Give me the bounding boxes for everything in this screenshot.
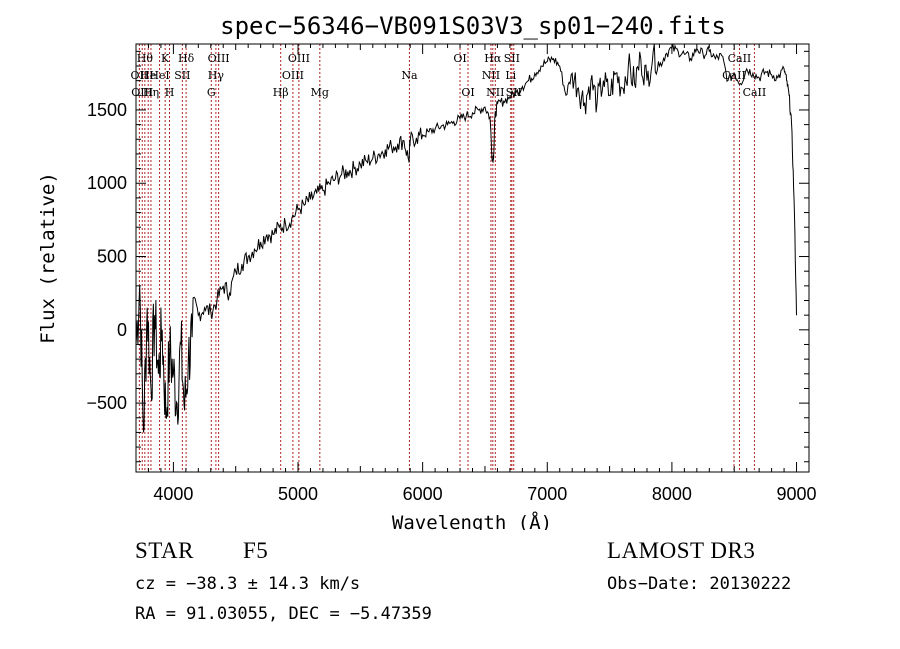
class-label: STAR [135, 538, 194, 563]
spectrum-chart: spec−56346−VB091S03V3_sp01−240.fits OII O… [37, 12, 817, 530]
y-axis-label: Flux (relative) [37, 172, 59, 344]
emission-line-label: SII [504, 52, 520, 65]
emission-line-label: Hγ [208, 69, 225, 82]
x-tick-label: 9000 [777, 484, 817, 504]
emission-line-label: OIII [282, 69, 304, 82]
object-subclass: F5 [243, 538, 268, 564]
emission-line-label: NII [486, 86, 504, 99]
redshift-cz: cz = −38.3 ± 14.3 km/s [135, 574, 360, 594]
emission-line-label: OII [131, 69, 149, 82]
obs-date-label: Obs−Date: 20130222 [607, 574, 792, 594]
x-tick-label: 7000 [527, 484, 567, 504]
y-axis: −500 0 500 1000 1500 [86, 50, 809, 463]
spectrum-flux-line [135, 43, 797, 433]
x-axis-label: Wavelength (Å) [392, 511, 552, 530]
emission-line-label: Hθ [137, 52, 154, 65]
chart-title: spec−56346−VB091S03V3_sp01−240.fits [220, 12, 726, 40]
emission-line-markers [138, 44, 755, 472]
x-tick-label: 6000 [403, 484, 443, 504]
emission-line-label: H [165, 86, 175, 99]
y-tick-label: −500 [86, 393, 127, 413]
emission-line-label: CaII [743, 86, 767, 99]
y-tick-label: 0 [117, 320, 127, 340]
obs-date: Obs−Date: 20130222 [607, 574, 791, 594]
survey-label: LAMOST DR3 [607, 538, 756, 563]
emission-line-label: G [207, 86, 216, 99]
emission-line-label: K [161, 52, 170, 65]
x-axis: 4000 5000 6000 7000 8000 9000 [147, 44, 817, 504]
emission-line-label: NII [482, 69, 500, 82]
subclass-label: F5 [243, 538, 269, 563]
survey-name: LAMOST DR3 [607, 538, 755, 564]
emission-line-label: OIII [208, 52, 230, 65]
emission-line-label: Mg [311, 86, 329, 99]
emission-line-label: Li [505, 69, 516, 82]
emission-line-label: CaII [728, 52, 752, 65]
emission-line-label: He [140, 69, 156, 82]
emission-line-label: Hβ [273, 86, 289, 99]
emission-line-labels: OIIOIIIHθHeHηHeIKHSIIHδGHγOIIIHβOIIIOIII… [131, 52, 767, 99]
emission-line-label: SII [506, 86, 522, 99]
y-tick-label: 1500 [87, 100, 127, 120]
ra-dec: RA = 91.03055, DEC = −5.47359 [135, 604, 432, 624]
emission-line-label: HeI [149, 69, 169, 82]
x-tick-label: 5000 [278, 484, 318, 504]
emission-line-label: Hη [143, 86, 159, 99]
emission-line-label: Na [401, 69, 418, 82]
y-tick-label: 1000 [87, 173, 127, 193]
x-tick-label: 4000 [153, 484, 193, 504]
emission-line-label: SII [174, 69, 190, 82]
emission-line-label: OI [453, 52, 466, 65]
emission-line-label: Hα [484, 52, 502, 65]
emission-line-label: OIII [288, 52, 310, 65]
plot-frame [135, 43, 810, 473]
emission-line-label: OI [461, 86, 474, 99]
y-tick-label: 500 [97, 247, 127, 267]
cz-label: cz = −38.3 ± 14.3 km/s [135, 574, 361, 594]
object-class: STAR [135, 538, 194, 564]
x-tick-label: 8000 [652, 484, 692, 504]
radec-label: RA = 91.03055, DEC = −5.47359 [135, 604, 432, 624]
emission-line-label: Hδ [178, 52, 195, 65]
